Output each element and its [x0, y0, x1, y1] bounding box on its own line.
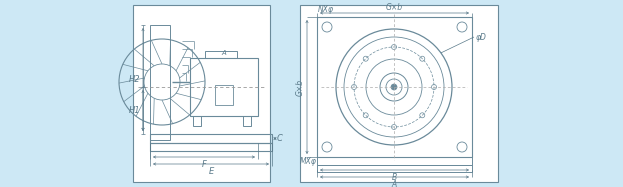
- Text: H2: H2: [128, 75, 140, 84]
- Text: G×b: G×b: [386, 3, 403, 12]
- Text: MXφ: MXφ: [300, 157, 317, 165]
- Text: NXφ: NXφ: [318, 5, 334, 14]
- Text: E: E: [208, 167, 214, 176]
- Bar: [193, 116, 201, 126]
- Text: A: A: [392, 180, 397, 187]
- Bar: [205, 51, 237, 58]
- Bar: [133, 5, 270, 182]
- Bar: [150, 143, 272, 151]
- Bar: [150, 25, 170, 140]
- Bar: [300, 5, 498, 182]
- Bar: [190, 58, 258, 116]
- Text: C: C: [277, 134, 283, 143]
- Bar: [215, 85, 233, 105]
- Bar: [317, 157, 472, 165]
- Text: A: A: [222, 50, 226, 56]
- Text: H1: H1: [128, 106, 140, 115]
- Bar: [317, 17, 472, 157]
- Text: F: F: [202, 160, 206, 169]
- Bar: [150, 134, 272, 143]
- Circle shape: [391, 84, 397, 90]
- Bar: [317, 165, 472, 172]
- Text: G×b: G×b: [296, 78, 305, 96]
- Text: φD: φD: [476, 33, 487, 42]
- Text: B: B: [392, 173, 397, 182]
- Bar: [243, 116, 251, 126]
